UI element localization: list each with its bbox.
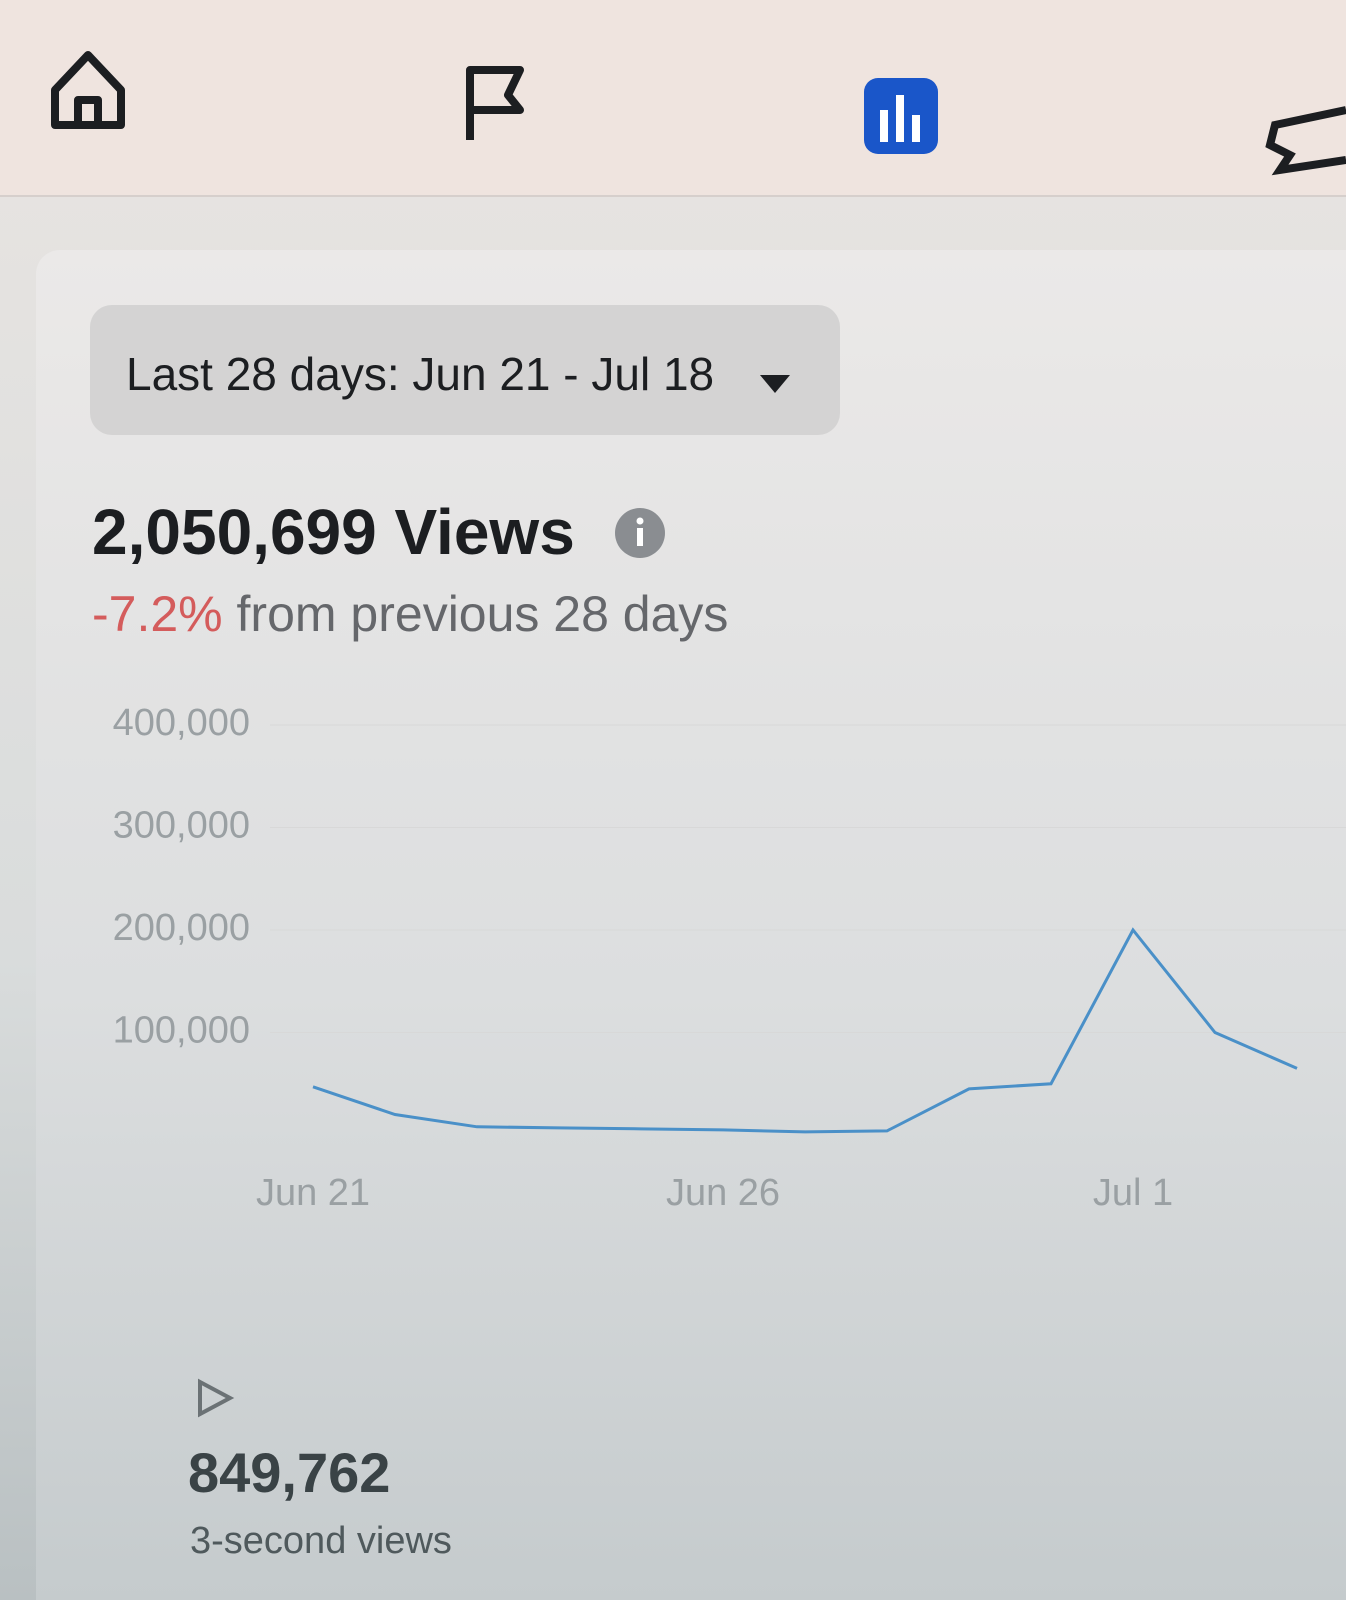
home-icon[interactable] [51,51,125,129]
views-total: 2,050,699 Views [92,495,667,569]
line [312,927,1298,1134]
insights-icon-bar [912,115,920,142]
y-tick-label: 300,000 [113,805,250,847]
views-change: -7.2% from previous 28 days [92,585,728,643]
nav-bar [0,0,1346,207]
y-tick-label: 100,000 [113,1010,250,1052]
info-icon[interactable] [613,506,667,560]
dropdown-arrow [760,375,790,393]
y-tick-label: 400,000 [113,702,250,744]
change-percent: -7.2% [92,586,223,642]
insights-icon-bar [896,95,904,142]
metric-value: 849,762 [188,1441,391,1504]
insights-card [36,250,1346,1600]
metric-label: 3-second views [190,1520,452,1562]
megaphone-icon[interactable] [1265,106,1346,176]
views-chart: 100,000 200,000 300,000 400,000 Jun 21 Jun 26… [113,702,1346,1214]
play-icon [198,1378,235,1418]
date-dropdown[interactable]: Last 28 days: Jun 21 - Jul 18 [90,305,840,435]
insights-icon-bar [880,110,888,142]
x-tick-label: Jun 26 [666,1172,780,1214]
views-value: 2,050,699 Views [92,496,575,568]
flag-icon[interactable] [466,66,524,140]
x-tick-label: Jul 1 [1093,1172,1173,1214]
x-tick-label: Jun 21 [256,1172,370,1214]
date-range: Last 28 days: Jun 21 - Jul 18 [126,348,715,400]
change-text: from previous 28 days [236,586,729,642]
y-tick-label: 200,000 [113,907,250,949]
